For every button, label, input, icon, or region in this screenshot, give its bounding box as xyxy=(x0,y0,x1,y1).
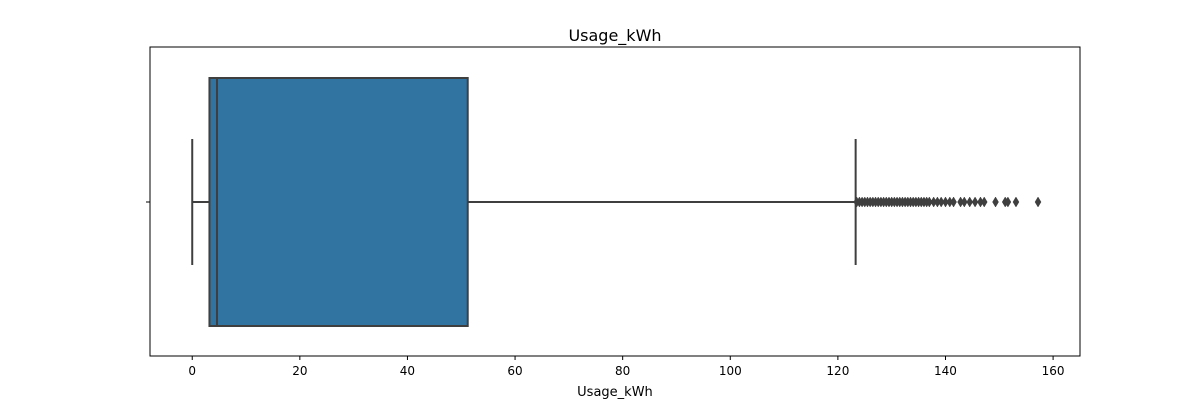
x-tick-label: 0 xyxy=(188,364,196,378)
x-tick-label: 40 xyxy=(400,364,415,378)
outlier-point xyxy=(937,196,945,208)
x-tick-label: 140 xyxy=(934,364,957,378)
outlier-point xyxy=(1034,196,1042,208)
outlier-point xyxy=(1004,196,1012,208)
box-layer xyxy=(191,77,857,327)
outlier-point xyxy=(950,196,957,208)
iqr-box xyxy=(208,77,469,327)
x-tick-label: 100 xyxy=(719,364,742,378)
outlier-point xyxy=(942,196,949,208)
chart-title: Usage_kWh xyxy=(568,26,661,46)
x-tick-label: 120 xyxy=(826,364,849,378)
outlier-point xyxy=(961,196,968,208)
outlier-point xyxy=(1012,196,1020,208)
x-tick-label: 160 xyxy=(1042,364,1065,378)
outlier-point xyxy=(980,196,988,208)
x-tick-label: 60 xyxy=(507,364,522,378)
x-axis-label: Usage_kWh xyxy=(577,385,653,400)
outlier-point xyxy=(966,196,973,208)
x-axis: 0 20 40 60 80 100 120 140 160 xyxy=(188,356,1065,378)
outlier-point xyxy=(992,196,999,208)
x-tick-label: 80 xyxy=(615,364,630,378)
outlier-point xyxy=(971,196,979,208)
outlier-layer xyxy=(853,196,1042,208)
outlier-point xyxy=(926,196,933,208)
x-tick-label: 20 xyxy=(292,364,307,378)
